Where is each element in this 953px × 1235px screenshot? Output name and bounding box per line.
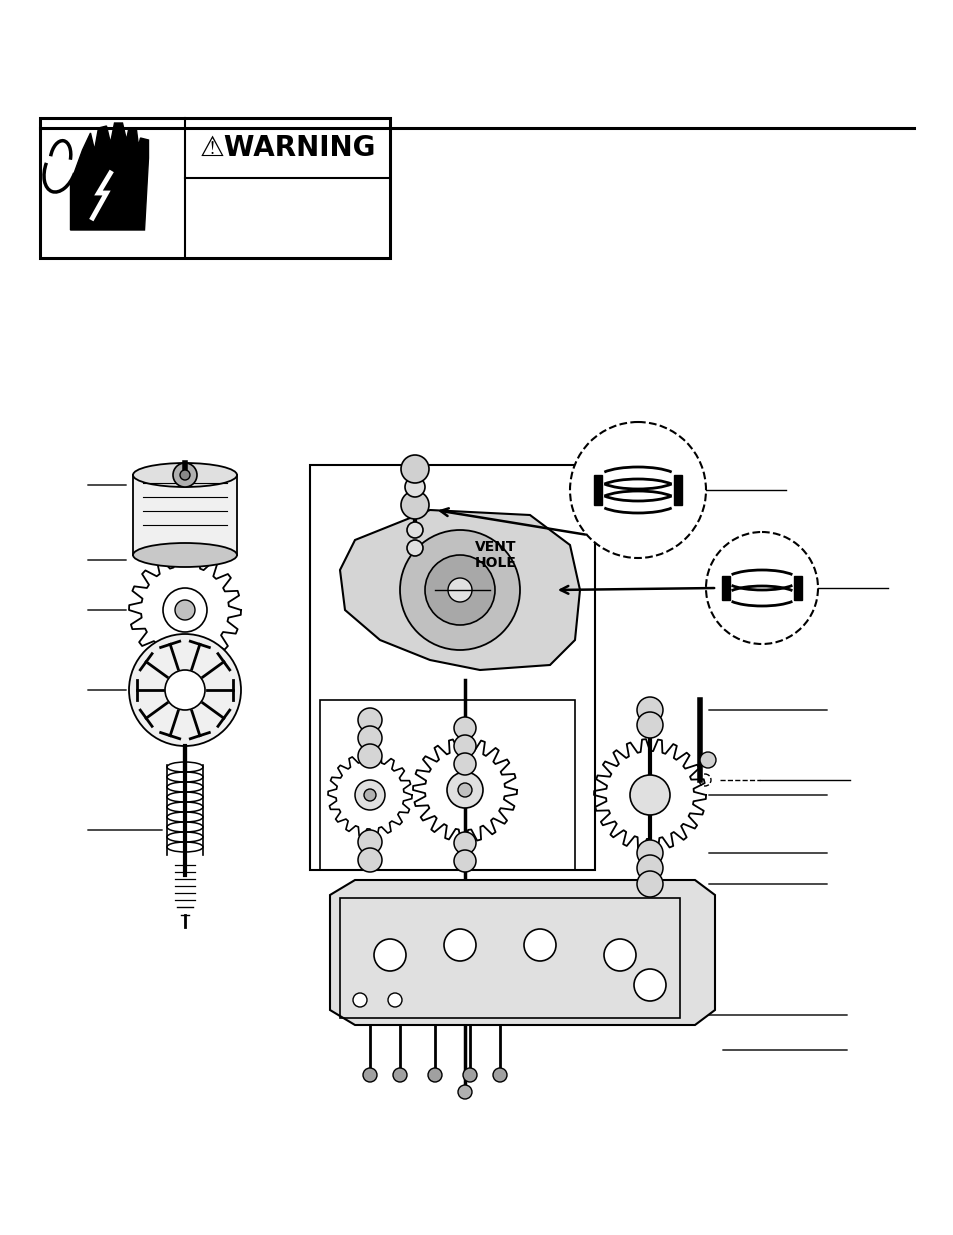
Polygon shape: [71, 124, 149, 230]
Circle shape: [353, 993, 367, 1007]
Bar: [40, 119, 390, 258]
Circle shape: [457, 783, 472, 797]
Circle shape: [603, 939, 636, 971]
Circle shape: [457, 1086, 472, 1099]
Circle shape: [454, 832, 476, 853]
Circle shape: [454, 718, 476, 739]
Circle shape: [165, 671, 205, 710]
Circle shape: [364, 789, 375, 802]
Circle shape: [569, 422, 705, 558]
Circle shape: [172, 463, 196, 487]
Circle shape: [637, 855, 662, 881]
Bar: [132, 475, 236, 555]
Circle shape: [523, 929, 556, 961]
Ellipse shape: [132, 543, 236, 567]
Circle shape: [637, 871, 662, 897]
Text: ⚠WARNING: ⚠WARNING: [199, 135, 375, 162]
Circle shape: [363, 1068, 376, 1082]
Circle shape: [428, 1068, 441, 1082]
Circle shape: [454, 850, 476, 872]
Circle shape: [637, 840, 662, 866]
Circle shape: [700, 752, 716, 768]
Circle shape: [443, 929, 476, 961]
Circle shape: [357, 848, 381, 872]
Text: VENT
HOLE: VENT HOLE: [475, 540, 517, 571]
Circle shape: [493, 1068, 506, 1082]
Circle shape: [400, 492, 429, 519]
Circle shape: [180, 471, 190, 480]
Circle shape: [405, 477, 424, 496]
Circle shape: [400, 454, 429, 483]
Circle shape: [355, 781, 385, 810]
Bar: [793, 576, 801, 600]
Circle shape: [357, 830, 381, 853]
Circle shape: [407, 522, 422, 538]
Circle shape: [454, 735, 476, 757]
Circle shape: [637, 713, 662, 739]
Circle shape: [393, 1068, 407, 1082]
Bar: [673, 475, 681, 505]
Circle shape: [407, 540, 422, 556]
Circle shape: [629, 776, 669, 815]
Polygon shape: [339, 510, 579, 671]
Circle shape: [357, 726, 381, 750]
Circle shape: [447, 772, 482, 808]
Circle shape: [634, 969, 665, 1002]
Circle shape: [637, 697, 662, 722]
Circle shape: [357, 708, 381, 732]
Circle shape: [374, 939, 406, 971]
Bar: [339, 898, 679, 1018]
Circle shape: [357, 743, 381, 768]
Bar: [310, 466, 595, 869]
Circle shape: [129, 634, 241, 746]
Ellipse shape: [132, 463, 236, 487]
Circle shape: [163, 588, 207, 632]
Circle shape: [705, 532, 817, 643]
Bar: [319, 700, 575, 869]
Circle shape: [424, 555, 495, 625]
Circle shape: [174, 600, 194, 620]
Circle shape: [388, 993, 401, 1007]
Bar: [721, 576, 729, 600]
Circle shape: [448, 578, 472, 601]
Circle shape: [399, 530, 519, 650]
Bar: [594, 475, 601, 505]
Polygon shape: [330, 881, 714, 1025]
Circle shape: [454, 753, 476, 776]
Circle shape: [462, 1068, 476, 1082]
